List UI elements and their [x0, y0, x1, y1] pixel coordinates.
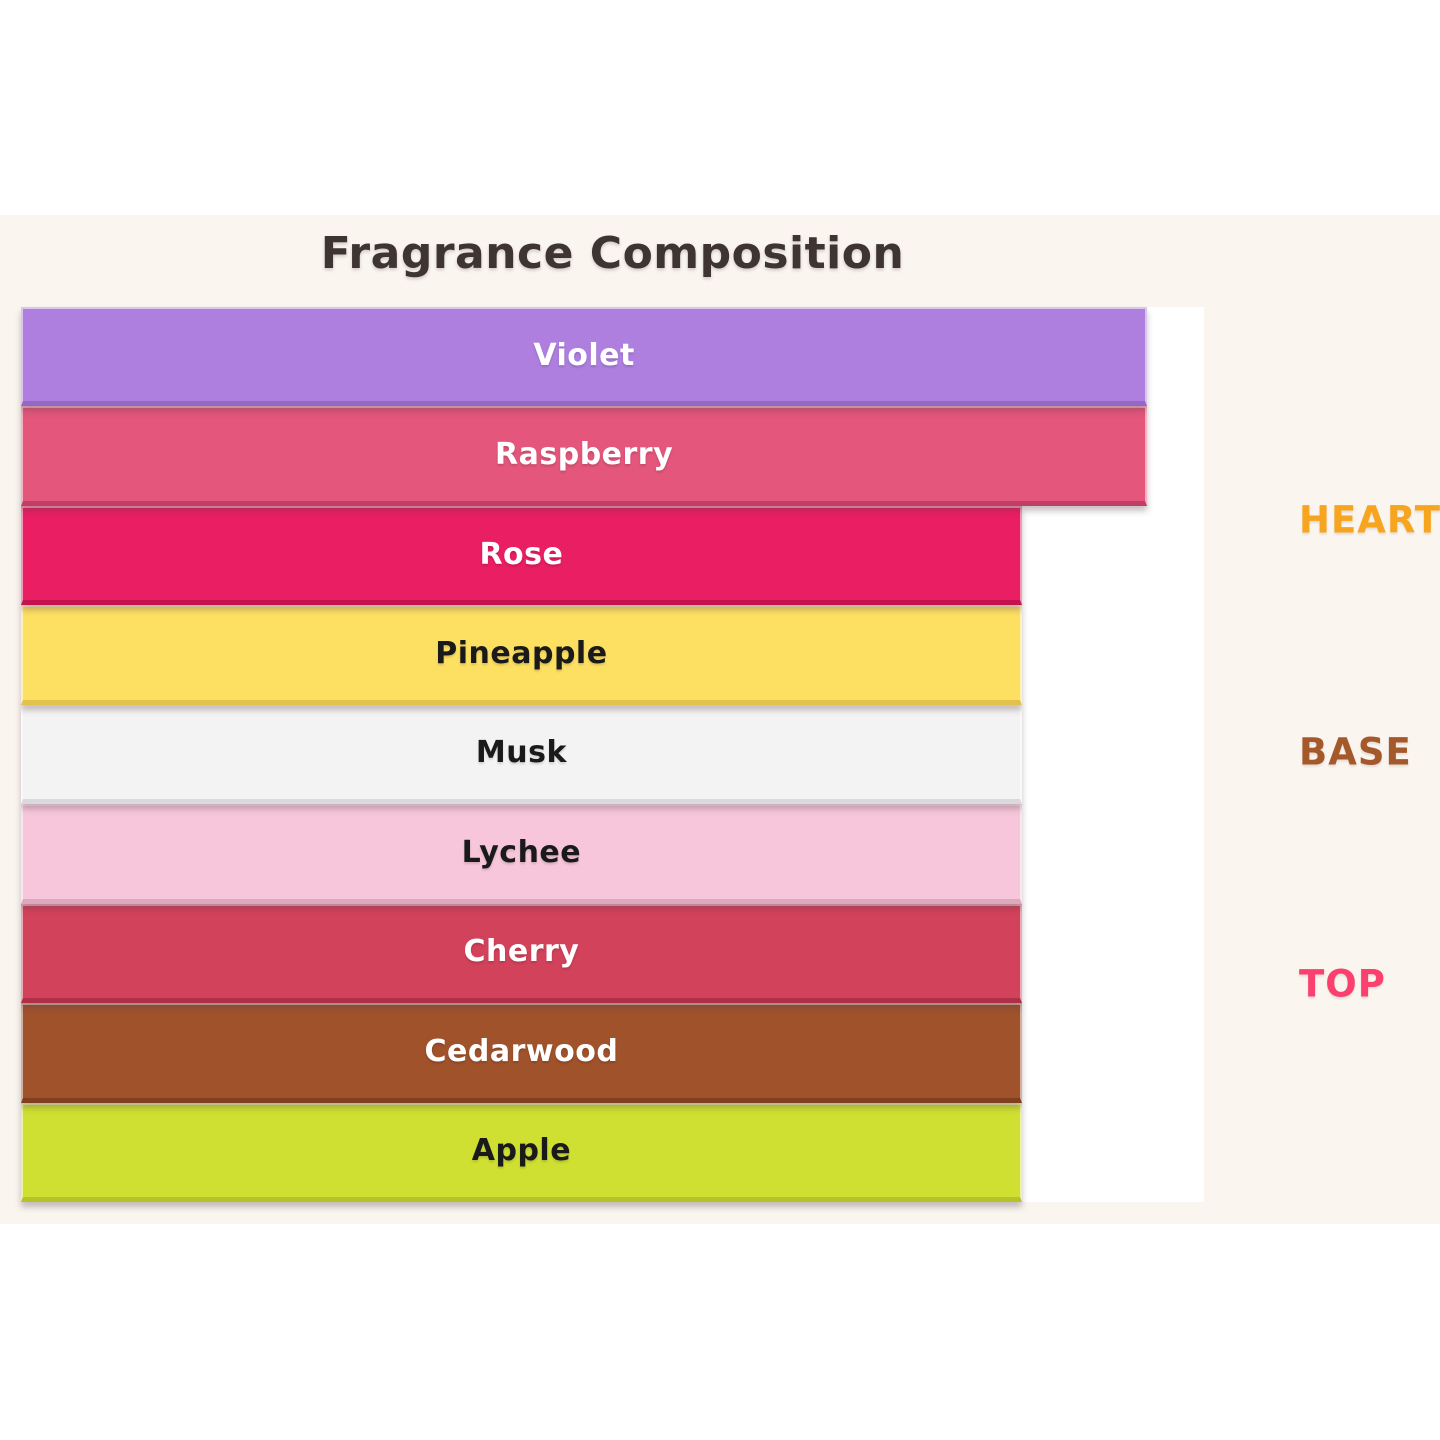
- bar-label-musk: Musk: [475, 735, 567, 771]
- bar-row-apple: Apple: [21, 1102, 1022, 1202]
- side-label-base: BASE: [1299, 730, 1412, 774]
- bar-row-cherry: Cherry: [21, 903, 1022, 1004]
- bar-row-cedarwood: Cedarwood: [21, 1003, 1022, 1103]
- bar-label-pineapple: Pineapple: [435, 636, 608, 672]
- bar-row-raspberry: Raspberry: [21, 406, 1148, 506]
- bar-row-rose: Rose: [21, 505, 1022, 606]
- bar-row-violet: Violet: [21, 307, 1148, 407]
- bar-label-apple: Apple: [471, 1133, 572, 1169]
- bar-label-raspberry: Raspberry: [495, 437, 674, 473]
- bar-row-lychee: Lychee: [21, 804, 1022, 904]
- bar-label-lychee: Lychee: [461, 834, 582, 870]
- bar-label-cedarwood: Cedarwood: [424, 1033, 619, 1069]
- bar-row-pineapple: Pineapple: [21, 605, 1022, 705]
- bar-label-violet: Violet: [533, 337, 635, 373]
- chart-title: Fragrance Composition: [320, 228, 905, 279]
- side-label-top: TOP: [1299, 962, 1386, 1006]
- bar-label-rose: Rose: [479, 536, 564, 572]
- plot-area: Violet Raspberry Rose Pineapple Musk Lychee Ch…: [21, 307, 1204, 1202]
- side-label-heart: HEART: [1299, 498, 1440, 542]
- bar-label-cherry: Cherry: [463, 934, 580, 970]
- bar-row-musk: Musk: [21, 704, 1022, 805]
